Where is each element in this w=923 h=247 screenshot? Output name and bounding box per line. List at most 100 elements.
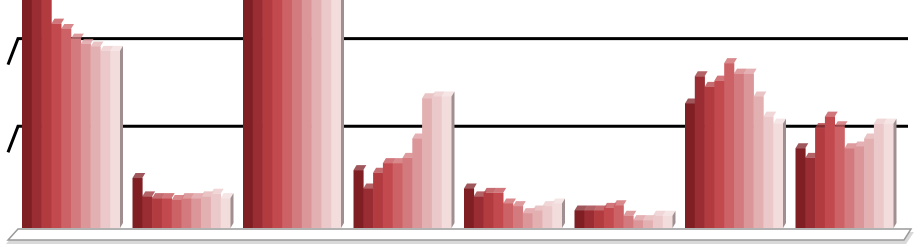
bar-top	[210, 188, 224, 194]
bar	[100, 50, 111, 228]
bar-group	[522, 208, 536, 228]
bar	[71, 38, 82, 229]
bar-group	[513, 201, 526, 228]
bar-top	[220, 193, 234, 199]
bar-top	[834, 121, 848, 127]
bar-top	[824, 111, 838, 117]
bar	[142, 196, 153, 228]
grid-line	[6, 124, 908, 153]
bar-group	[493, 187, 507, 228]
bar	[353, 170, 364, 228]
bar-top	[80, 38, 94, 44]
bar	[402, 157, 413, 228]
bar-top	[662, 210, 676, 216]
bar-group	[542, 201, 556, 228]
bar-side	[672, 210, 676, 228]
bar-group	[724, 58, 737, 229]
bar-group	[743, 68, 757, 229]
bar	[873, 123, 884, 228]
bar-top	[724, 58, 737, 64]
bar-group	[603, 202, 617, 228]
bar	[272, 0, 283, 229]
bar-group	[262, 0, 273, 229]
bar-top	[51, 18, 65, 24]
bar	[431, 96, 442, 228]
bar	[613, 205, 624, 228]
bar-group	[824, 111, 838, 228]
bar-group	[883, 118, 897, 228]
bar-group	[773, 118, 786, 228]
bar-top	[503, 198, 516, 204]
bar-group	[392, 158, 406, 228]
bar-top	[873, 118, 887, 124]
bar-group	[714, 75, 728, 228]
bar-group	[753, 91, 767, 228]
bar-group	[662, 210, 676, 228]
bar-group	[734, 68, 747, 229]
bar	[815, 128, 826, 228]
bar	[704, 86, 715, 228]
bar-group	[243, 0, 254, 229]
bar-top	[883, 118, 897, 124]
bar-group	[873, 118, 887, 228]
bar	[41, 0, 52, 229]
bar-top	[363, 183, 377, 189]
bar-top	[652, 210, 666, 216]
bar	[473, 196, 484, 228]
bar	[132, 178, 143, 228]
bar	[161, 198, 172, 228]
bar	[464, 188, 475, 228]
bar-group	[795, 143, 809, 228]
bar-group	[694, 71, 708, 229]
bar-group	[441, 91, 455, 228]
bar-top	[61, 23, 74, 29]
bar	[321, 0, 332, 229]
bar	[834, 126, 845, 228]
bar	[685, 103, 696, 228]
bar-group	[110, 45, 123, 228]
bar	[532, 210, 543, 228]
bar-top	[594, 205, 607, 211]
bar-group	[220, 193, 234, 228]
bar	[854, 146, 865, 228]
bar-group	[373, 167, 386, 228]
bar-top	[161, 193, 175, 199]
bar-side	[562, 198, 565, 228]
bar-group	[90, 41, 104, 228]
bar	[493, 192, 504, 228]
bar-top	[685, 98, 698, 104]
bar	[652, 215, 663, 228]
bar-group	[132, 173, 146, 228]
bar-group	[412, 133, 426, 228]
bar-group	[181, 193, 195, 228]
bar-top	[773, 118, 786, 124]
bar-top	[353, 165, 367, 171]
bar-top	[815, 123, 828, 129]
bar-group	[161, 193, 175, 228]
bar	[422, 98, 433, 228]
bar-top	[805, 152, 819, 158]
bar-top	[844, 143, 858, 149]
bar	[714, 80, 725, 228]
bar-group	[353, 165, 367, 228]
bar-top	[623, 210, 637, 216]
bar-top	[392, 158, 406, 164]
bar	[382, 163, 393, 228]
bar-group	[704, 81, 718, 228]
bar	[201, 196, 212, 228]
bar-top	[633, 215, 647, 221]
bar-top	[473, 191, 487, 197]
bar-group	[22, 0, 33, 229]
bar-top	[412, 133, 426, 139]
bar	[292, 0, 303, 229]
bar-top	[132, 173, 146, 179]
bar-group	[503, 198, 516, 228]
bar-top	[71, 33, 84, 39]
bar	[584, 210, 595, 228]
bar-group	[594, 205, 607, 228]
bar-top	[464, 183, 477, 189]
bar	[594, 210, 605, 228]
bar	[90, 46, 101, 228]
bar-group	[623, 210, 637, 228]
